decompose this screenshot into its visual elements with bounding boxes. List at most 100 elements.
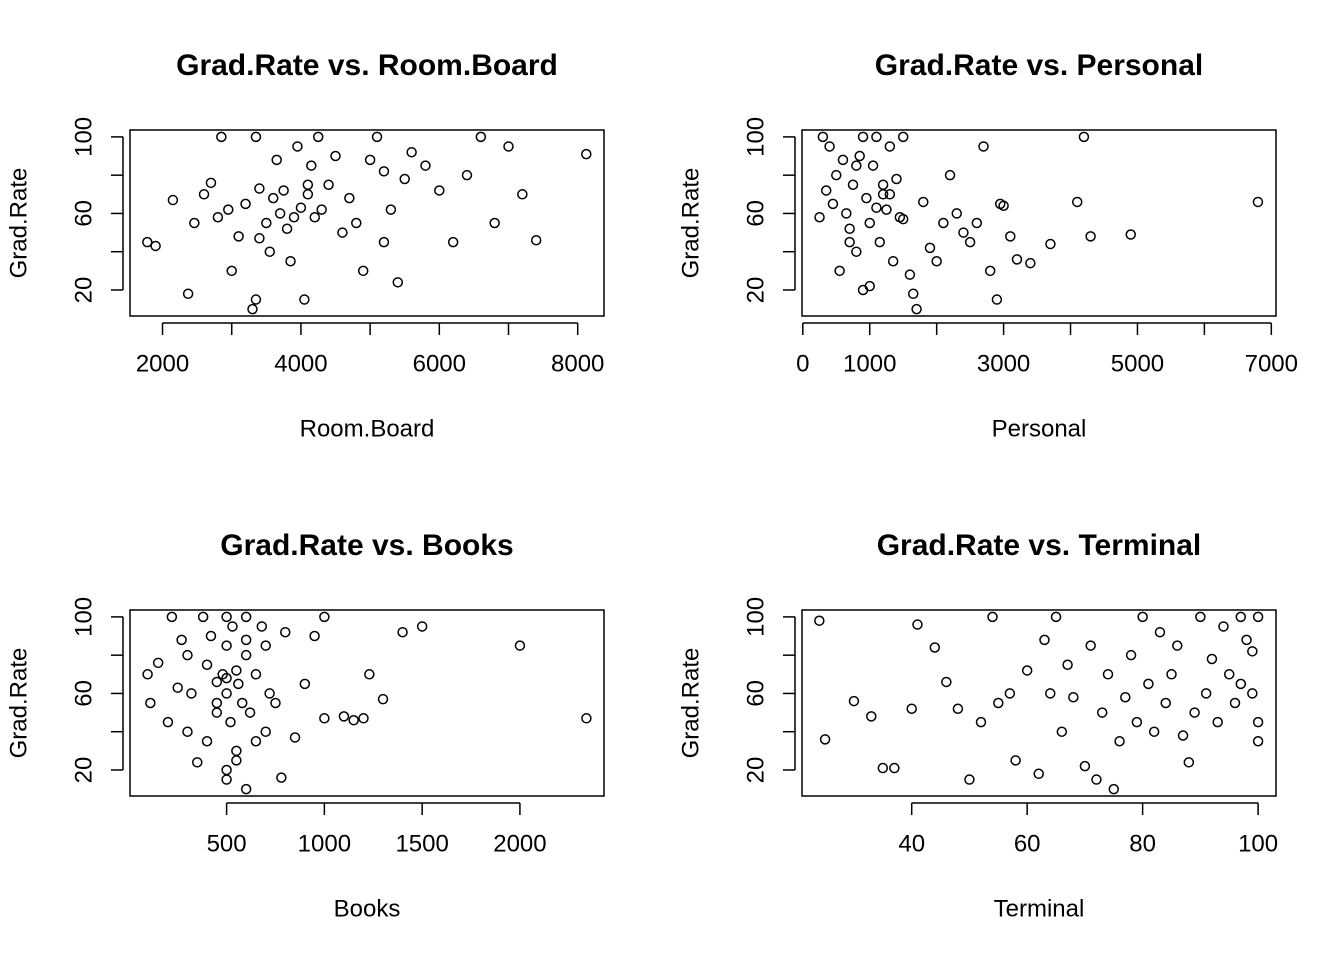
point bbox=[857, 131, 869, 143]
point bbox=[1011, 254, 1023, 265]
point bbox=[330, 150, 341, 162]
point bbox=[1050, 611, 1062, 623]
point bbox=[231, 755, 242, 766]
point bbox=[1143, 678, 1154, 690]
point bbox=[864, 217, 875, 229]
point bbox=[820, 185, 832, 196]
x-tick-label: 1000 bbox=[298, 830, 351, 857]
y-tick-label: 60 bbox=[742, 200, 769, 227]
point bbox=[260, 640, 271, 651]
point bbox=[281, 223, 293, 234]
point bbox=[236, 697, 248, 709]
x-tick-label: 2000 bbox=[493, 830, 546, 857]
x-tick-label: 3000 bbox=[977, 350, 1030, 377]
y-tick-label: 20 bbox=[742, 757, 769, 784]
point bbox=[503, 141, 514, 152]
x-tick-label: 1500 bbox=[395, 830, 448, 857]
point bbox=[1206, 653, 1218, 665]
point bbox=[1033, 768, 1044, 780]
point bbox=[952, 703, 964, 714]
point bbox=[834, 265, 845, 277]
point bbox=[309, 212, 321, 223]
point bbox=[1252, 611, 1264, 623]
point bbox=[227, 621, 238, 632]
point bbox=[530, 234, 542, 246]
point bbox=[1189, 707, 1200, 718]
point bbox=[250, 294, 262, 305]
x-tick-label: 100 bbox=[1238, 830, 1278, 857]
point bbox=[274, 208, 286, 219]
point bbox=[911, 303, 922, 315]
point bbox=[1235, 678, 1247, 690]
x-axis-label: Personal bbox=[992, 415, 1087, 442]
point bbox=[240, 649, 252, 661]
point bbox=[904, 269, 916, 280]
point bbox=[312, 131, 324, 143]
point bbox=[212, 212, 224, 223]
point bbox=[837, 154, 849, 166]
point bbox=[1078, 131, 1090, 143]
point bbox=[351, 217, 362, 229]
point bbox=[264, 246, 276, 257]
point bbox=[975, 716, 987, 728]
point bbox=[861, 192, 872, 204]
point bbox=[271, 154, 282, 166]
point bbox=[1056, 726, 1068, 737]
point bbox=[189, 217, 200, 229]
point bbox=[221, 611, 232, 623]
point bbox=[1091, 774, 1102, 785]
x-tick-label: 1000 bbox=[843, 350, 896, 377]
y-tick-label: 100 bbox=[742, 117, 769, 157]
point bbox=[198, 189, 210, 200]
point bbox=[192, 757, 203, 768]
point bbox=[1200, 688, 1212, 699]
point bbox=[1062, 659, 1073, 670]
point bbox=[1021, 665, 1033, 676]
point bbox=[1252, 716, 1264, 728]
x-tick-label: 40 bbox=[898, 830, 925, 857]
point bbox=[221, 640, 232, 651]
point bbox=[260, 726, 271, 737]
point bbox=[897, 131, 909, 143]
point bbox=[924, 242, 936, 254]
point bbox=[866, 711, 877, 722]
point bbox=[848, 695, 860, 707]
point bbox=[831, 169, 842, 181]
point bbox=[1025, 257, 1036, 269]
point bbox=[182, 288, 194, 300]
point bbox=[1071, 196, 1083, 208]
point bbox=[847, 179, 859, 190]
point bbox=[420, 160, 431, 171]
point bbox=[938, 217, 949, 229]
point bbox=[964, 236, 976, 248]
point bbox=[201, 659, 213, 670]
point bbox=[302, 179, 314, 190]
point bbox=[889, 762, 900, 774]
point bbox=[871, 202, 882, 213]
point bbox=[517, 189, 528, 200]
point bbox=[851, 246, 862, 257]
point bbox=[1005, 231, 1016, 242]
y-axis-label: Grad.Rate bbox=[677, 648, 704, 759]
point bbox=[1148, 726, 1160, 737]
point bbox=[225, 716, 236, 728]
point bbox=[951, 208, 962, 219]
point bbox=[240, 783, 252, 795]
point bbox=[581, 713, 592, 724]
point bbox=[176, 634, 187, 646]
point bbox=[929, 642, 941, 653]
point bbox=[338, 711, 350, 722]
point bbox=[240, 611, 252, 623]
point bbox=[912, 619, 923, 630]
point bbox=[371, 131, 383, 143]
point bbox=[223, 204, 234, 215]
point bbox=[250, 669, 262, 680]
point bbox=[348, 714, 359, 726]
point bbox=[1114, 736, 1125, 747]
point bbox=[182, 649, 193, 661]
point bbox=[264, 688, 275, 699]
point bbox=[142, 669, 153, 680]
point bbox=[887, 256, 899, 267]
point bbox=[211, 676, 223, 688]
point bbox=[377, 693, 389, 705]
